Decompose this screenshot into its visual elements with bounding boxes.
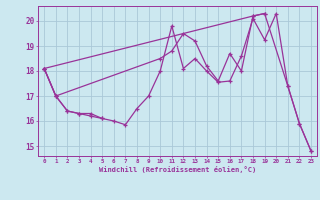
- X-axis label: Windchill (Refroidissement éolien,°C): Windchill (Refroidissement éolien,°C): [99, 166, 256, 173]
